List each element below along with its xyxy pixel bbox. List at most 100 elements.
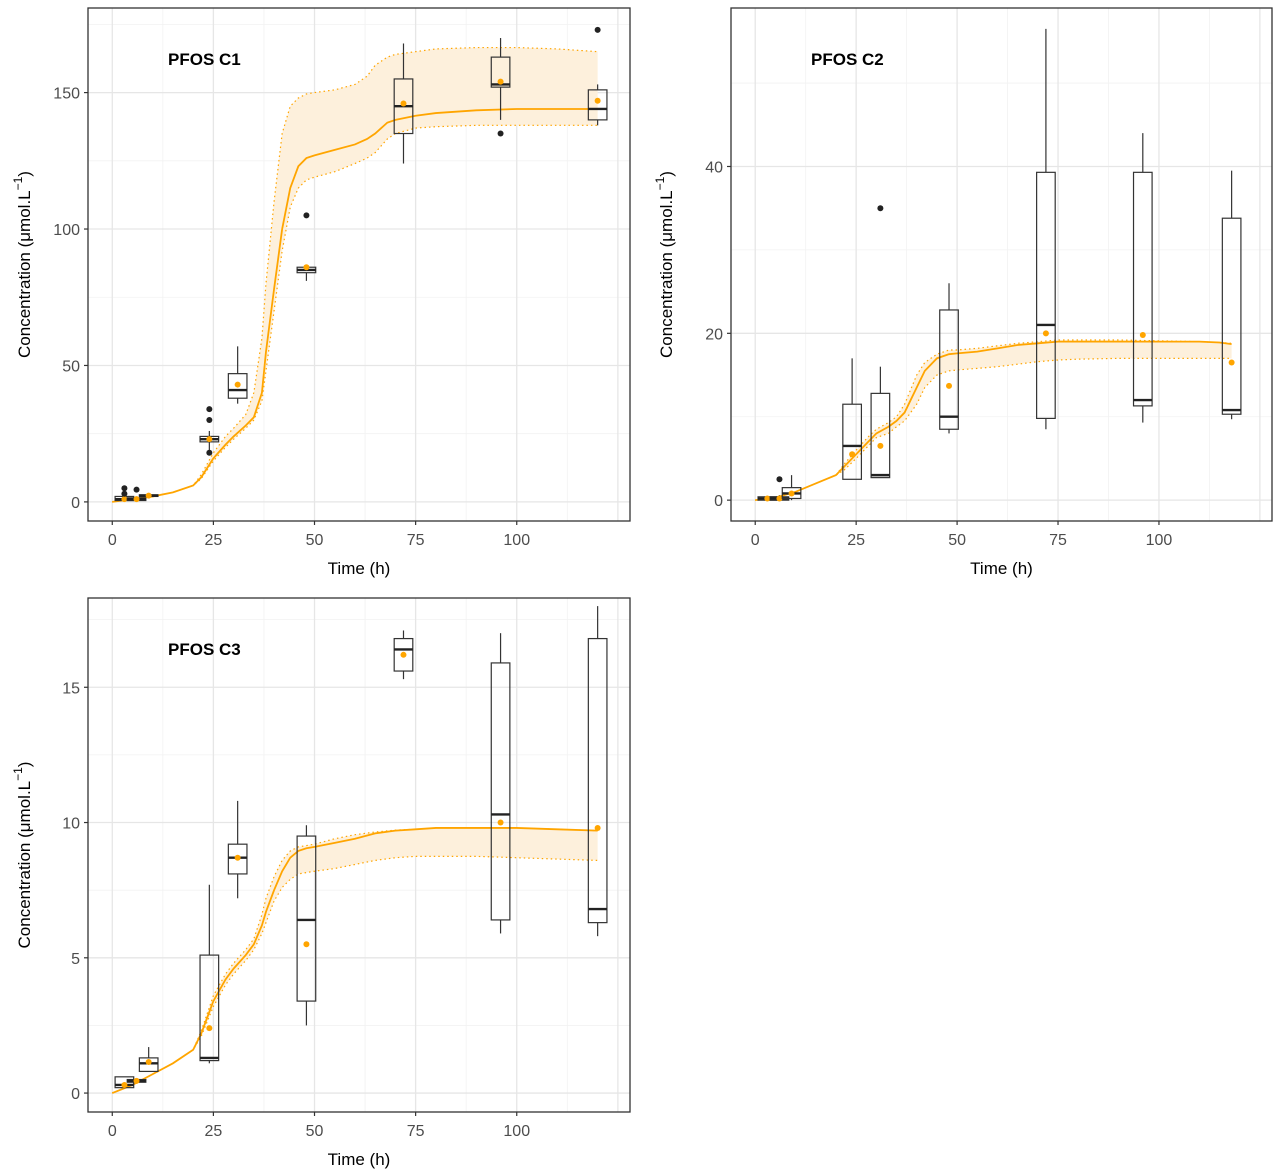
y-tick-label: 40 [705, 159, 723, 176]
mean-point [594, 824, 601, 831]
x-tick-label: 75 [407, 1123, 425, 1140]
mean-point [400, 100, 407, 107]
outlier-point [206, 417, 213, 424]
box-iqr [587, 89, 608, 121]
panel-border [87, 7, 631, 522]
boxplot [842, 358, 863, 480]
box-iqr [227, 843, 248, 875]
y-axis-title-part: ) [15, 762, 34, 768]
model-median-line [111, 827, 598, 1094]
boxplot [870, 366, 891, 479]
lower-bound-line [755, 357, 1232, 501]
y-tick-label: 0 [71, 1086, 80, 1103]
boxplot [490, 38, 511, 120]
mean-point [497, 78, 504, 85]
x-tick-label: 75 [1049, 532, 1067, 549]
outlier-point [206, 406, 213, 413]
boxplot [199, 884, 220, 1064]
boxplot [393, 630, 414, 680]
box-iqr [842, 403, 863, 480]
mean-point [234, 854, 241, 861]
y-tick-label: 50 [62, 358, 80, 375]
y-axis-title-part: mol.L [15, 190, 34, 232]
y-axis-title-part: ) [15, 171, 34, 177]
mean-point [145, 1058, 152, 1065]
box-iqr [138, 1057, 159, 1073]
y-axis-title: Concentration (μmol.L−1) [653, 171, 676, 358]
x-tick-label: 100 [503, 1123, 530, 1140]
mean-point [133, 1077, 140, 1084]
boxplot [227, 800, 248, 899]
x-tick-label: 0 [108, 532, 117, 549]
mean-point [764, 495, 771, 502]
x-axis-title: Time (h) [970, 559, 1033, 578]
boxplot [126, 496, 147, 503]
y-axis-title-part: −1 [653, 176, 667, 190]
y-axis-title-part: μ [15, 822, 34, 832]
box-iqr [490, 56, 511, 88]
confidence-band [755, 339, 1232, 501]
mean-point [877, 442, 884, 449]
boxplot [296, 825, 317, 1026]
boxplot [138, 492, 159, 499]
panel-3: 0 25 50 75 100 0 5 10 15 Time (h) Concentration (μ… [11, 597, 631, 1169]
y-tick-label: 10 [62, 816, 80, 833]
panel-title: PFOS C1 [168, 50, 241, 69]
y-tick-label: 0 [71, 495, 80, 512]
mean-point [121, 496, 128, 503]
panel-1: 0 25 50 75 100 0 50 100 150 Time (h) Concentration… [11, 7, 631, 578]
mean-point [788, 490, 795, 497]
boxplot [490, 633, 511, 934]
y-axis-title: Concentration (μmol.L−1) [11, 762, 34, 949]
upper-bound-line [755, 339, 1232, 501]
y-axis-title-part: mol.L [15, 781, 34, 823]
y-axis-title-part: μ [657, 232, 676, 242]
box-iqr [296, 835, 317, 1002]
panel-border [730, 7, 1273, 522]
panel-border [87, 597, 631, 1113]
panel-2: 0 25 50 75 100 0 20 40 Time (h) Concentration (μm… [653, 7, 1273, 578]
panel-title: PFOS C3 [168, 640, 241, 659]
boxplot [1221, 170, 1242, 420]
mean-point [776, 495, 783, 502]
mean-point [497, 819, 504, 826]
y-axis-title-part: ) [657, 171, 676, 177]
outlier-point [133, 486, 140, 493]
plot-area [112, 26, 608, 503]
mean-point [206, 436, 213, 443]
y-tick-label: 15 [62, 680, 80, 697]
mean-point [1042, 330, 1049, 337]
mean-point [206, 1025, 213, 1032]
x-tick-label: 50 [306, 532, 324, 549]
mean-point [849, 451, 856, 458]
grid [88, 598, 630, 1112]
mean-point [234, 381, 241, 388]
y-tick-label: 0 [714, 493, 723, 510]
confidence-band [112, 827, 598, 1094]
mean-point [133, 496, 140, 503]
boxplot [199, 430, 220, 453]
boxplot [296, 264, 317, 281]
outlier-point [497, 130, 504, 137]
y-tick-label: 100 [53, 222, 80, 239]
mean-point [1228, 359, 1235, 366]
y-tick-label: 5 [71, 951, 80, 968]
grid [731, 8, 1272, 521]
mean-point [594, 97, 601, 104]
outlier-point [121, 485, 128, 492]
x-tick-label: 75 [407, 532, 425, 549]
x-tick-label: 100 [1146, 532, 1173, 549]
boxplot [587, 84, 608, 126]
outlier-point [206, 449, 213, 456]
y-tick-label: 150 [53, 86, 80, 103]
x-axis-title: Time (h) [328, 1150, 391, 1169]
panel-title: PFOS C2 [811, 50, 884, 69]
mean-point [1139, 331, 1146, 338]
boxplot [781, 475, 802, 501]
box-iqr [870, 392, 891, 479]
y-axis-title-part: mol.L [657, 190, 676, 232]
boxplot [939, 283, 959, 434]
box-iqr [939, 309, 959, 430]
outlier-point [303, 212, 310, 219]
box-iqr [1221, 217, 1242, 415]
